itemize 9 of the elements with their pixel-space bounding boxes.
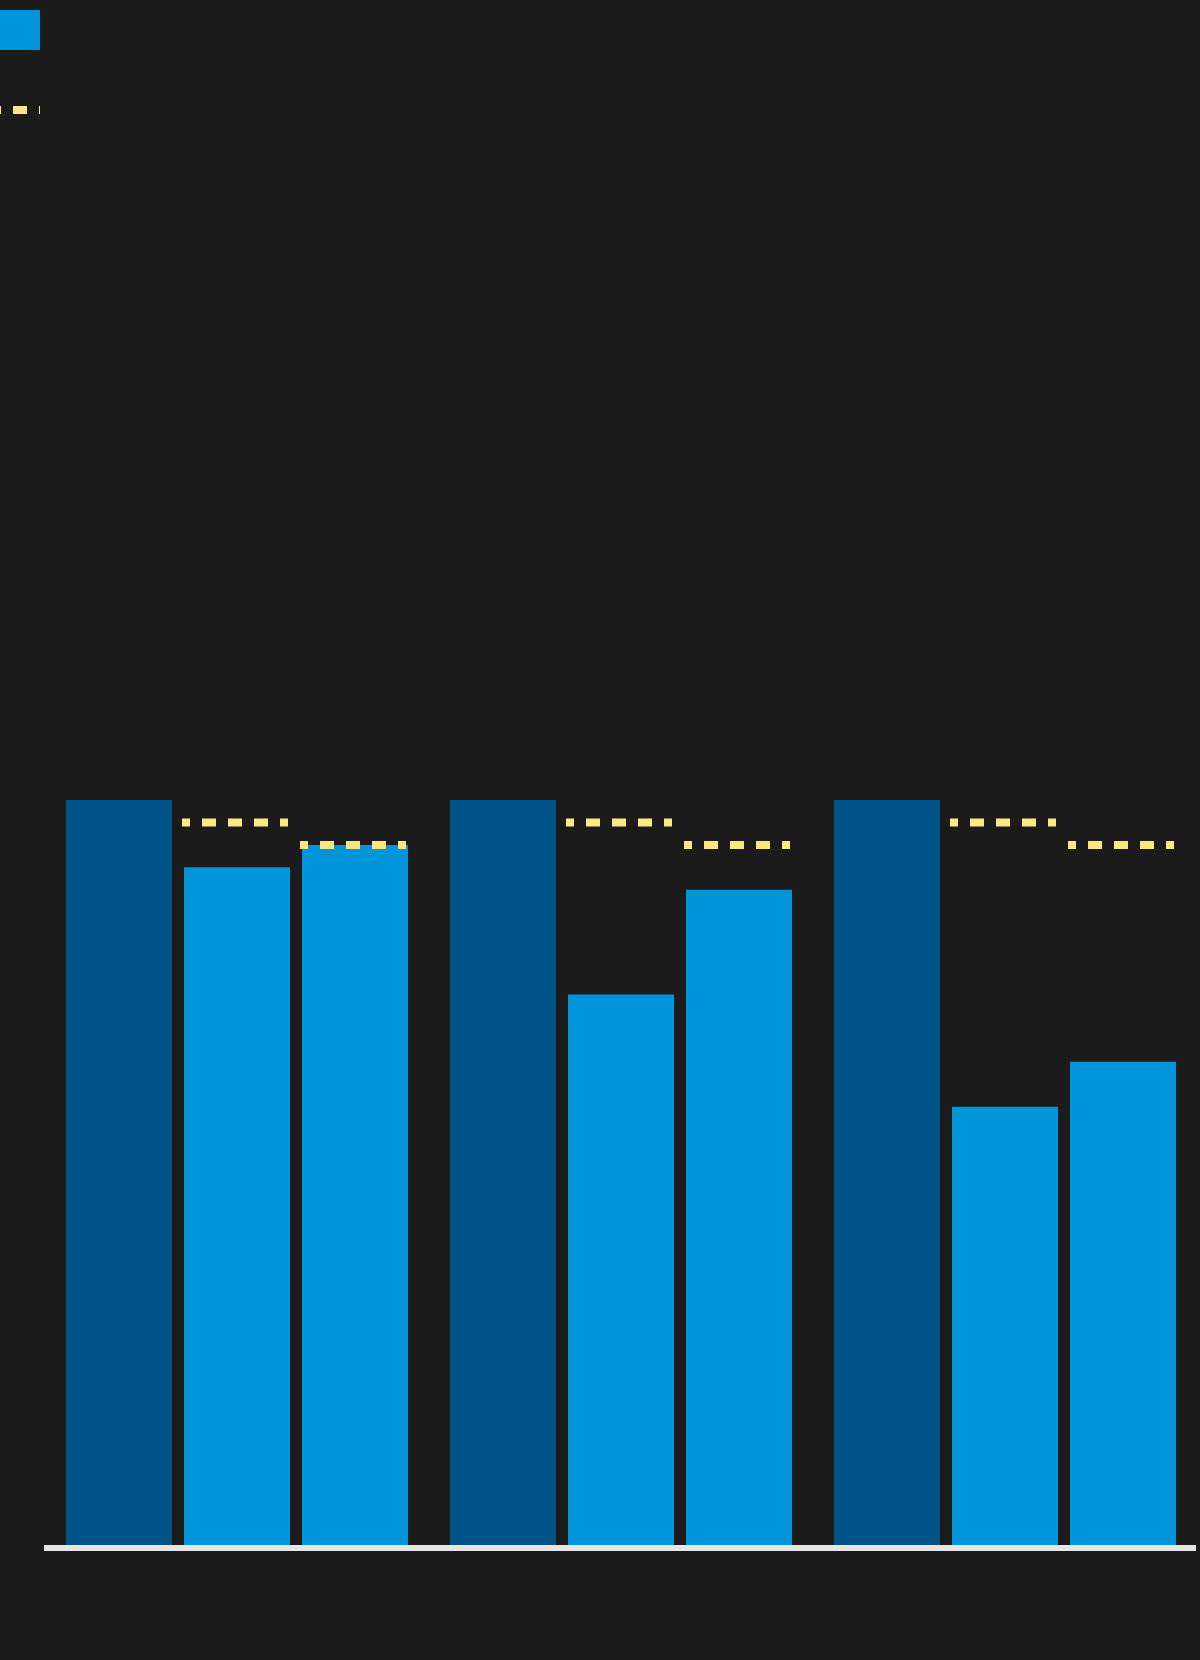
bar — [834, 800, 940, 1548]
bar — [686, 889, 792, 1548]
bar — [1070, 1061, 1176, 1548]
bar — [952, 1106, 1058, 1548]
bar — [302, 844, 408, 1548]
bar — [66, 800, 172, 1548]
bar — [184, 867, 290, 1548]
bar — [450, 800, 556, 1548]
bar — [568, 994, 674, 1548]
